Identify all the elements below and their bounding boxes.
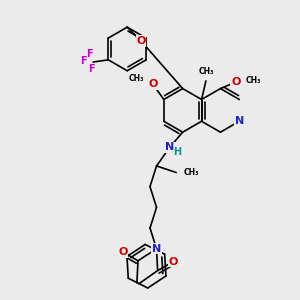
Text: N: N (152, 244, 161, 254)
Text: F: F (86, 49, 92, 59)
Text: CH₃: CH₃ (184, 168, 200, 177)
Text: CH₃: CH₃ (198, 67, 214, 76)
Text: CH₃: CH₃ (128, 74, 144, 83)
Text: O: O (231, 77, 240, 87)
Text: O: O (136, 36, 146, 46)
Text: O: O (168, 257, 178, 267)
Text: N: N (235, 116, 244, 126)
Text: H: H (173, 147, 181, 158)
Text: F: F (80, 56, 86, 66)
Text: O: O (148, 79, 158, 89)
Text: F: F (88, 64, 94, 74)
Text: N: N (165, 142, 174, 152)
Text: CH₃: CH₃ (246, 76, 261, 85)
Text: O: O (118, 247, 128, 257)
